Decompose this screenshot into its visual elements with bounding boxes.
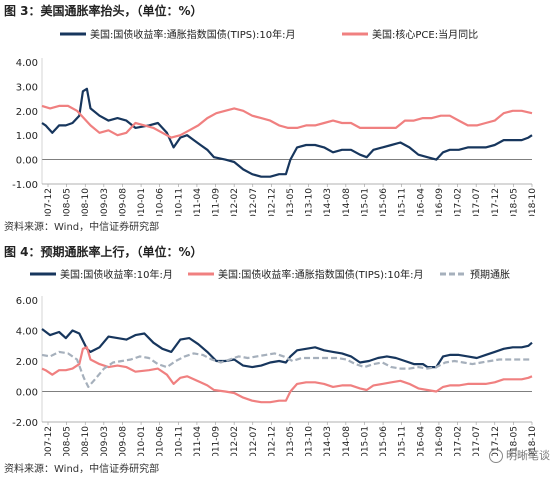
x-tick-label: 2009-03	[100, 188, 110, 216]
series-line	[41, 346, 533, 404]
x-tick-label: 2014-08	[342, 188, 352, 216]
watermark: 明晰笔谈	[489, 447, 550, 463]
x-tick-label: 2012-07	[249, 426, 259, 456]
x-tick-label: 2016-04	[416, 188, 426, 216]
x-tick-label: 2017-02	[454, 188, 464, 216]
x-tick-label: 2012-02	[230, 426, 240, 456]
x-tick-label: 2018-05	[509, 188, 519, 216]
legend-label: 美国:国债收益率:10年:月	[60, 268, 173, 281]
watermark-text: 明晰笔谈	[506, 449, 550, 462]
x-tick-label: 2015-11	[398, 426, 408, 456]
x-tick-label: 2012-02	[230, 188, 240, 216]
x-tick-label: 2017-07	[472, 188, 482, 216]
x-tick-label: 2012-12	[267, 188, 277, 216]
legend-label: 预期通胀	[470, 269, 510, 281]
x-tick-label: 2017-12	[491, 426, 501, 456]
x-tick-label: 2009-08	[118, 188, 128, 216]
y-tick-label: 6.00	[16, 296, 38, 307]
x-tick-label: 2018-10	[528, 188, 538, 216]
x-tick-label: 2015-06	[379, 426, 389, 456]
legend-label: 美国:国债收益率:通胀指数国债(TIPS):10年:月	[90, 28, 295, 41]
y-tick-label: 0.00	[16, 156, 38, 167]
x-tick-label: 2008-10	[81, 426, 91, 456]
figure-3-title: 图 3：美国通胀率抬头，（单位：%）	[4, 4, 203, 18]
x-tick-label: 2011-04	[193, 188, 203, 216]
x-tick-label: 2008-10	[81, 188, 91, 216]
x-tick-label: 2008-05	[63, 426, 73, 456]
y-tick-label: -2.00	[12, 418, 38, 429]
figure-3-source: 资料来源：Wind，中信证券研究部	[4, 222, 160, 233]
x-tick-label: 2013-05	[286, 188, 296, 216]
x-tick-label: 2007-12	[44, 426, 54, 456]
x-tick-label: 2009-03	[100, 426, 110, 456]
x-tick-label: 2011-09	[212, 188, 222, 216]
legend-label: 美国:核心PCE:当月同比	[372, 28, 478, 41]
x-tick-label: 2015-01	[360, 188, 370, 216]
x-tick-label: 2018-05	[509, 426, 519, 456]
x-tick-label: 2009-08	[118, 426, 128, 456]
x-tick-label: 2010-11	[174, 188, 184, 216]
y-tick-label: 4.00	[16, 327, 38, 338]
y-tick-label: 1.00	[16, 131, 38, 142]
y-tick-label: -1.00	[12, 180, 38, 191]
x-tick-label: 2017-02	[454, 426, 464, 456]
x-tick-label: 2018-10	[528, 426, 538, 456]
series-line	[41, 104, 533, 139]
x-tick-label: 2017-12	[491, 188, 501, 216]
x-tick-label: 2017-07	[472, 426, 482, 456]
x-tick-label: 2015-06	[379, 188, 389, 216]
x-tick-label: 2011-04	[193, 426, 203, 456]
x-tick-label: 2014-03	[323, 426, 333, 456]
x-tick-label: 2014-03	[323, 188, 333, 216]
x-tick-label: 2013-05	[286, 426, 296, 456]
x-tick-label: 2016-09	[435, 188, 445, 216]
y-tick-label: 2.00	[16, 107, 38, 118]
x-tick-label: 2013-10	[305, 188, 315, 216]
x-tick-label: 2014-08	[342, 426, 352, 456]
series-line	[41, 350, 532, 388]
y-tick-label: 2.00	[16, 357, 38, 368]
chart-inflation-rise: -1.00 0.00 1.00 2.00 3.00 4.00 2007-12 2008-05 2…	[12, 28, 538, 216]
y-tick-label: 4.00	[16, 58, 38, 69]
x-tick-label: 2010-06	[156, 426, 166, 456]
y-tick-label: 0.00	[16, 388, 38, 399]
x-tick-label: 2012-12	[267, 426, 277, 456]
x-tick-label: 2016-09	[435, 426, 445, 456]
series-line	[41, 87, 533, 178]
legend-label: 美国:国债收益率:通胀指数国债(TIPS):10年:月	[218, 268, 423, 281]
x-tick-label: 2016-04	[416, 426, 426, 456]
series-line	[41, 328, 533, 369]
wechat-icon	[489, 449, 503, 463]
chart-expected-inflation: -2.00 0.00 2.00 4.00 6.00 2007-12 2008-05 2008-…	[12, 268, 538, 456]
x-tick-label: 2011-09	[212, 426, 222, 456]
x-tick-label: 2012-07	[249, 188, 259, 216]
x-tick-label: 2010-06	[156, 188, 166, 216]
figure-4-source: 资料来源：Wind，中信证券研究部	[4, 464, 160, 475]
x-tick-label: 2008-05	[63, 188, 73, 216]
y-tick-label: 3.00	[16, 82, 38, 93]
x-tick-label: 2015-11	[398, 188, 408, 216]
x-tick-label: 2015-01	[360, 426, 370, 456]
x-tick-label: 2010-01	[137, 188, 147, 216]
x-tick-label: 2007-12	[44, 188, 54, 216]
x-tick-label: 2013-10	[305, 426, 315, 456]
figure-4-title: 图 4：预期通胀率上行，（单位：%）	[4, 245, 203, 259]
x-tick-label: 2010-01	[137, 426, 147, 456]
x-tick-label: 2010-11	[174, 426, 184, 456]
